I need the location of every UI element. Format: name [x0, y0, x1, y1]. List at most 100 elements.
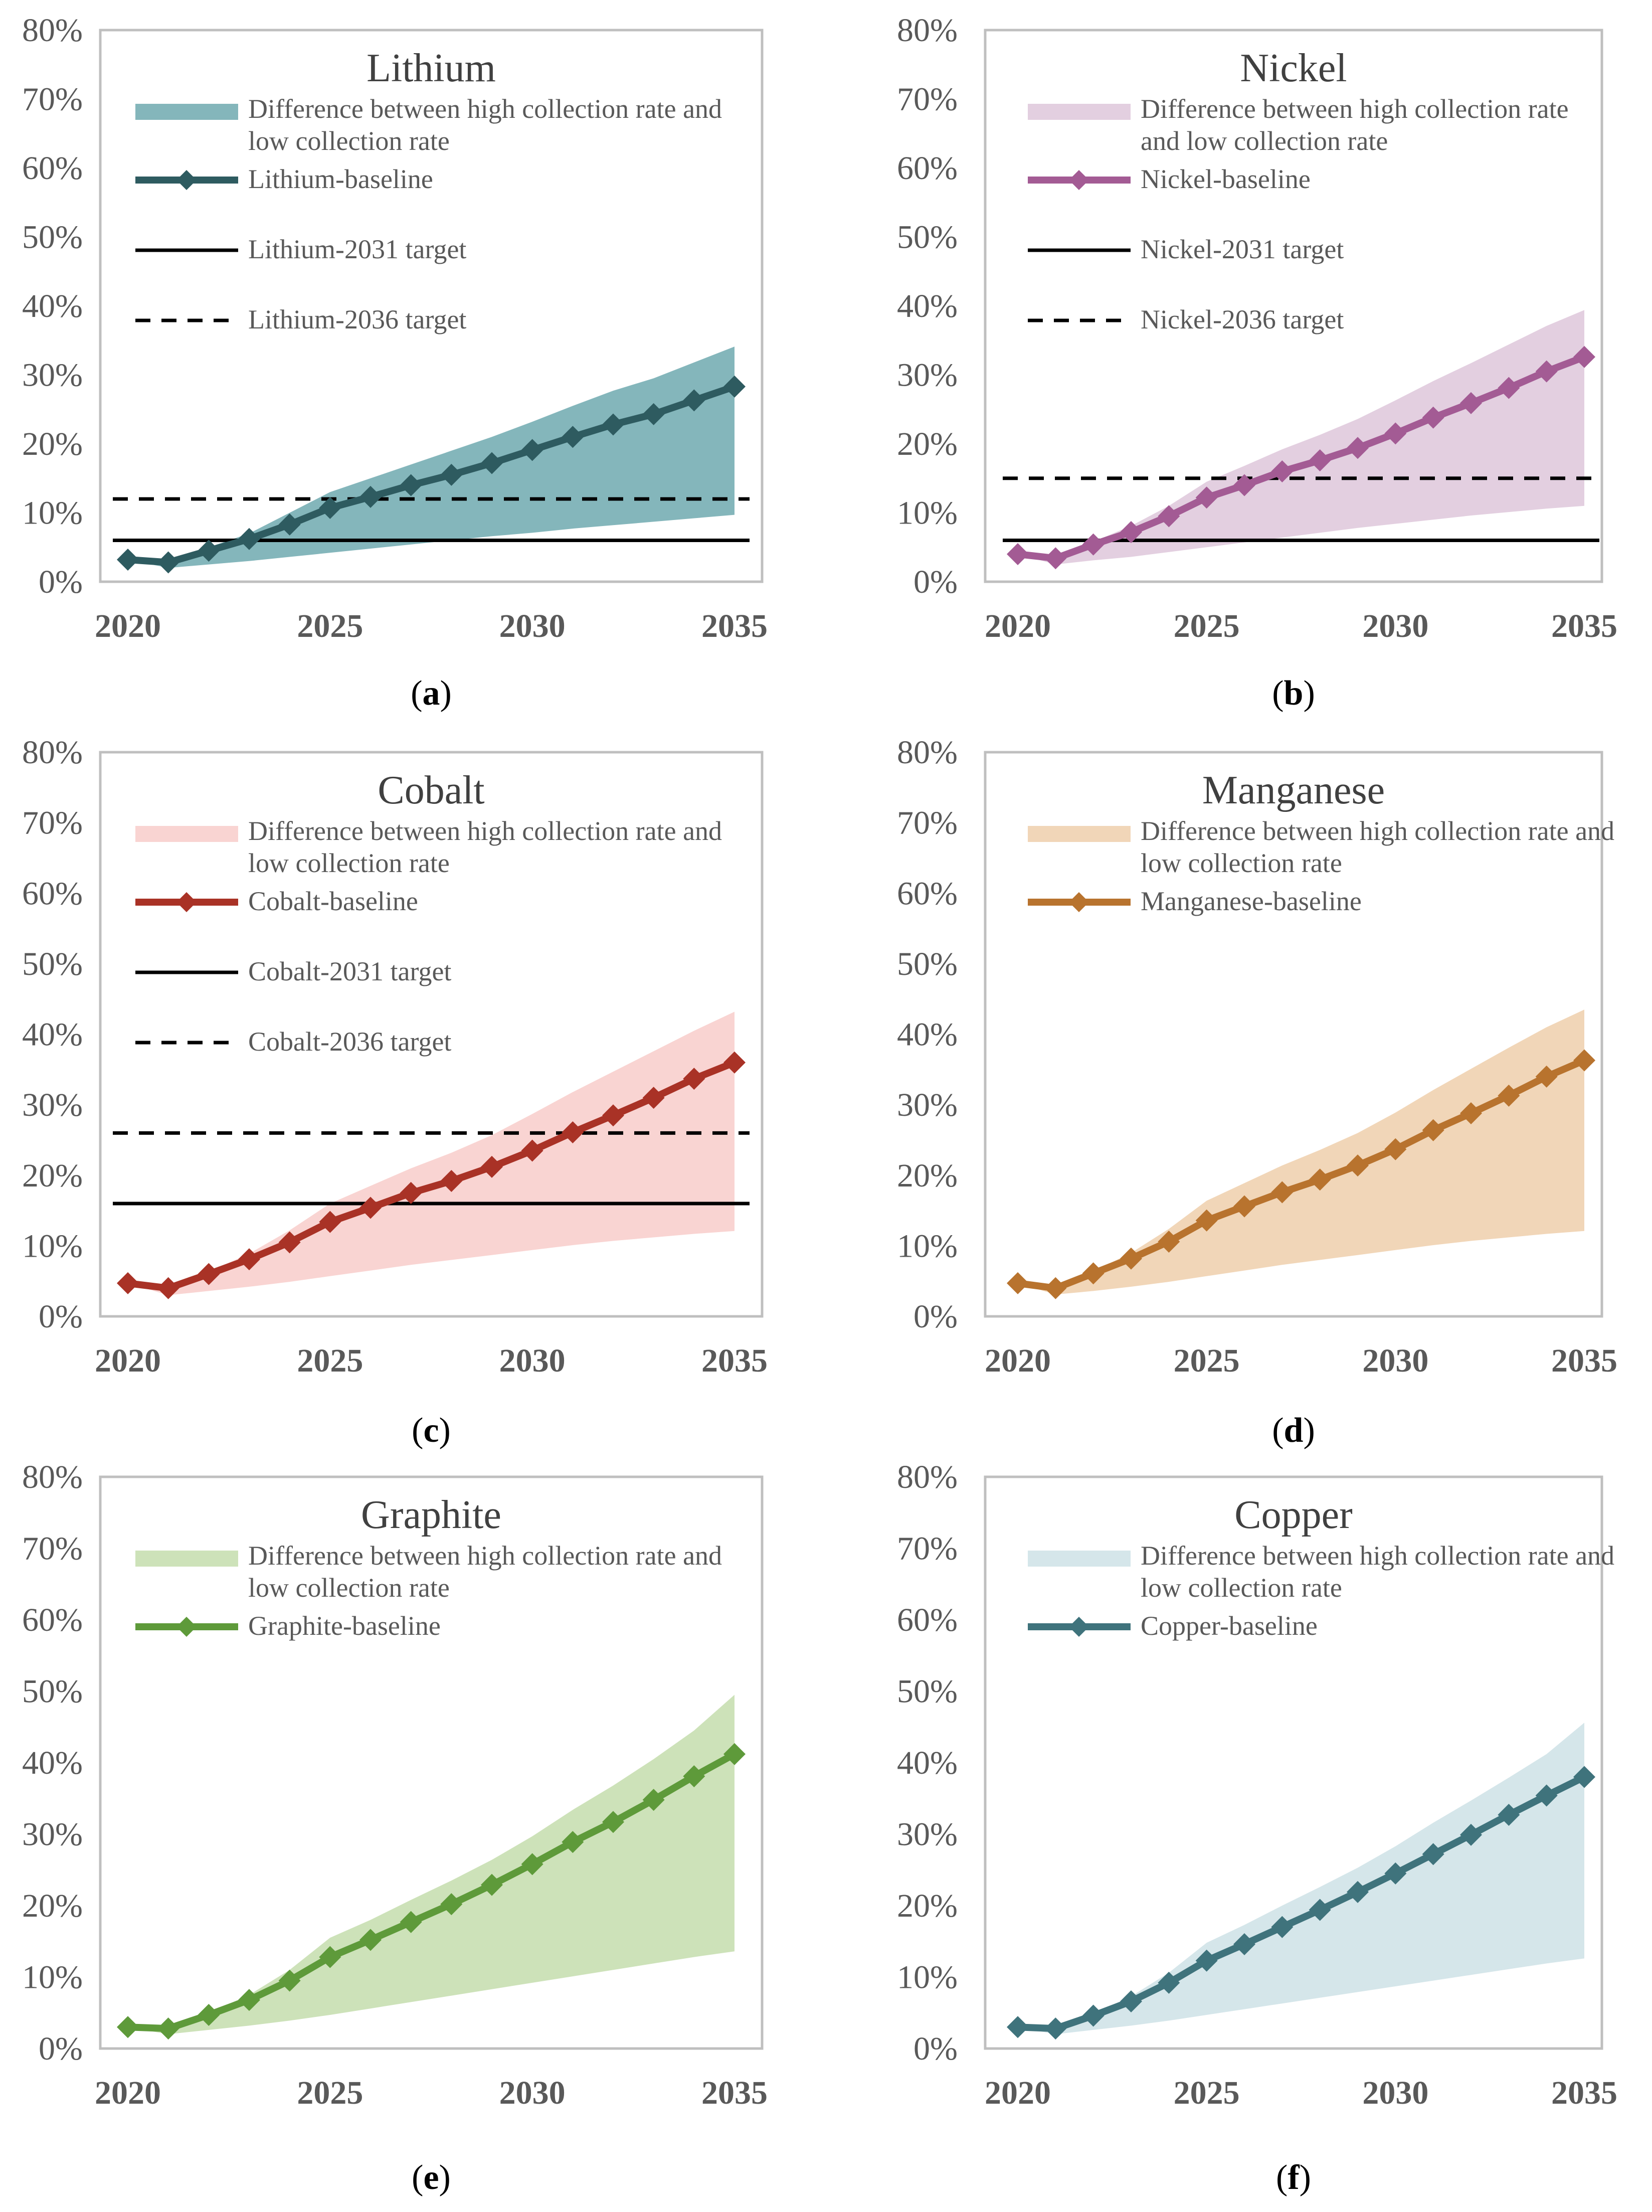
baseline-point: [319, 1946, 341, 1968]
legend-band-label: Difference between high collection rate …: [1141, 1541, 1614, 1571]
y-tick-label: 60%: [22, 875, 83, 912]
legend-baseline-marker: [176, 1617, 197, 1637]
baseline-point: [562, 426, 584, 448]
legend-band-label: low collection rate: [248, 1573, 450, 1603]
panel-title: Graphite: [361, 1493, 501, 1537]
baseline-point: [1309, 449, 1331, 471]
baseline-point: [1422, 406, 1444, 429]
x-tick-label: 2025: [297, 2075, 363, 2111]
legend-target-2036-label: Cobalt-2036 target: [248, 1027, 451, 1057]
baseline-point: [481, 1874, 503, 1896]
y-tick-label: 50%: [22, 1673, 83, 1710]
y-tick-label: 60%: [897, 150, 958, 187]
legend-target-2031-label: Cobalt-2031 target: [248, 956, 451, 986]
y-tick-label: 30%: [22, 1087, 83, 1123]
baseline-point: [683, 1068, 705, 1090]
baseline-point: [683, 389, 705, 412]
legend-band-label: low collection rate: [1141, 848, 1342, 878]
legend-baseline-marker: [1069, 1617, 1089, 1637]
baseline-point: [1120, 521, 1142, 543]
legend-target-2031-label: Nickel-2031 target: [1141, 234, 1344, 264]
collection-rate-band: [128, 1011, 735, 1295]
baseline-line: [127, 383, 736, 566]
panel-title: Manganese: [1202, 768, 1385, 812]
y-tick-label: 0%: [39, 1298, 83, 1335]
baseline-point: [521, 439, 543, 461]
legend-band-label: low collection rate: [248, 848, 450, 878]
baseline-point: [1347, 1881, 1369, 1903]
baseline-point: [1498, 1804, 1520, 1826]
baseline-point: [1271, 460, 1294, 482]
baseline-point: [1309, 1899, 1331, 1921]
panel-caption: (d): [1272, 1411, 1315, 1450]
baseline-point: [278, 1969, 301, 1992]
y-tick-label: 70%: [22, 805, 83, 841]
baseline-point: [1384, 1862, 1407, 1885]
y-tick-label: 20%: [897, 1157, 958, 1194]
x-tick-label: 2020: [985, 608, 1051, 644]
legend-band-swatch: [135, 1551, 238, 1567]
x-tick-label: 2025: [1174, 2075, 1240, 2111]
y-tick-label: 50%: [22, 219, 83, 256]
x-tick-label: 2025: [1174, 608, 1240, 644]
baseline-line: [1017, 1774, 1586, 2032]
y-tick-label: 20%: [22, 1157, 83, 1194]
y-tick-label: 50%: [897, 946, 958, 982]
legend-baseline-marker: [1069, 892, 1089, 912]
baseline-point: [1082, 1262, 1105, 1285]
baseline-point: [1384, 1138, 1407, 1160]
baseline-point: [602, 413, 624, 436]
plot-frame: [99, 29, 764, 583]
baseline-point: [481, 452, 503, 474]
y-tick-label: 10%: [22, 1228, 83, 1264]
collection-rate-band: [128, 347, 735, 568]
baseline-line: [127, 1059, 736, 1292]
y-tick-label: 20%: [897, 1888, 958, 1924]
panel-caption: (b): [1272, 674, 1315, 713]
x-tick-label: 2030: [499, 2075, 566, 2111]
baseline-point: [1422, 1843, 1444, 1865]
baseline-point: [1460, 392, 1482, 414]
x-tick-label: 2020: [95, 608, 161, 644]
x-tick-label: 2020: [985, 2075, 1051, 2111]
y-tick-label: 40%: [22, 288, 83, 324]
y-tick-label: 80%: [897, 734, 958, 771]
baseline-point: [723, 1743, 746, 1765]
legend-band-label: Difference between high collection rate …: [1141, 816, 1614, 846]
y-tick-label: 70%: [22, 81, 83, 118]
y-tick-label: 80%: [897, 12, 958, 49]
panel-caption: (c): [412, 1411, 451, 1450]
y-tick-label: 10%: [897, 1228, 958, 1264]
y-tick-label: 0%: [39, 2030, 83, 2067]
legend-band-label: and low collection rate: [1141, 126, 1388, 156]
baseline-point: [642, 1087, 665, 1109]
x-tick-label: 2030: [1362, 1342, 1428, 1379]
baseline-point: [157, 551, 179, 574]
panel-title: Copper: [1234, 1493, 1353, 1537]
y-tick-label: 10%: [22, 495, 83, 532]
baseline-point: [1195, 1949, 1218, 1972]
baseline-point: [1271, 1181, 1294, 1204]
y-tick-label: 20%: [897, 426, 958, 462]
baseline-point: [1422, 1119, 1444, 1141]
legend-baseline-label: Graphite-baseline: [248, 1611, 441, 1641]
x-tick-label: 2020: [95, 1342, 161, 1379]
baseline-point: [198, 540, 220, 562]
legend-target-2036-label: Lithium-2036 target: [248, 304, 466, 334]
y-tick-label: 30%: [897, 1816, 958, 1853]
baseline-point: [400, 1181, 422, 1204]
baseline-point: [1195, 1209, 1218, 1232]
baseline-point: [1158, 1230, 1180, 1253]
x-tick-label: 2025: [297, 608, 363, 644]
y-tick-label: 40%: [897, 1016, 958, 1053]
plot-frame: [984, 29, 1603, 583]
baseline-point: [319, 496, 341, 519]
baseline-point: [238, 1989, 260, 2011]
baseline-point: [1535, 1784, 1558, 1807]
x-tick-label: 2035: [701, 1342, 768, 1379]
legend-baseline-marker: [176, 892, 197, 912]
baseline-point: [1044, 2017, 1067, 2040]
legend-baseline-label: Lithium-baseline: [248, 164, 433, 194]
panel-caption: (a): [411, 674, 452, 713]
legend-band-swatch: [135, 826, 238, 842]
